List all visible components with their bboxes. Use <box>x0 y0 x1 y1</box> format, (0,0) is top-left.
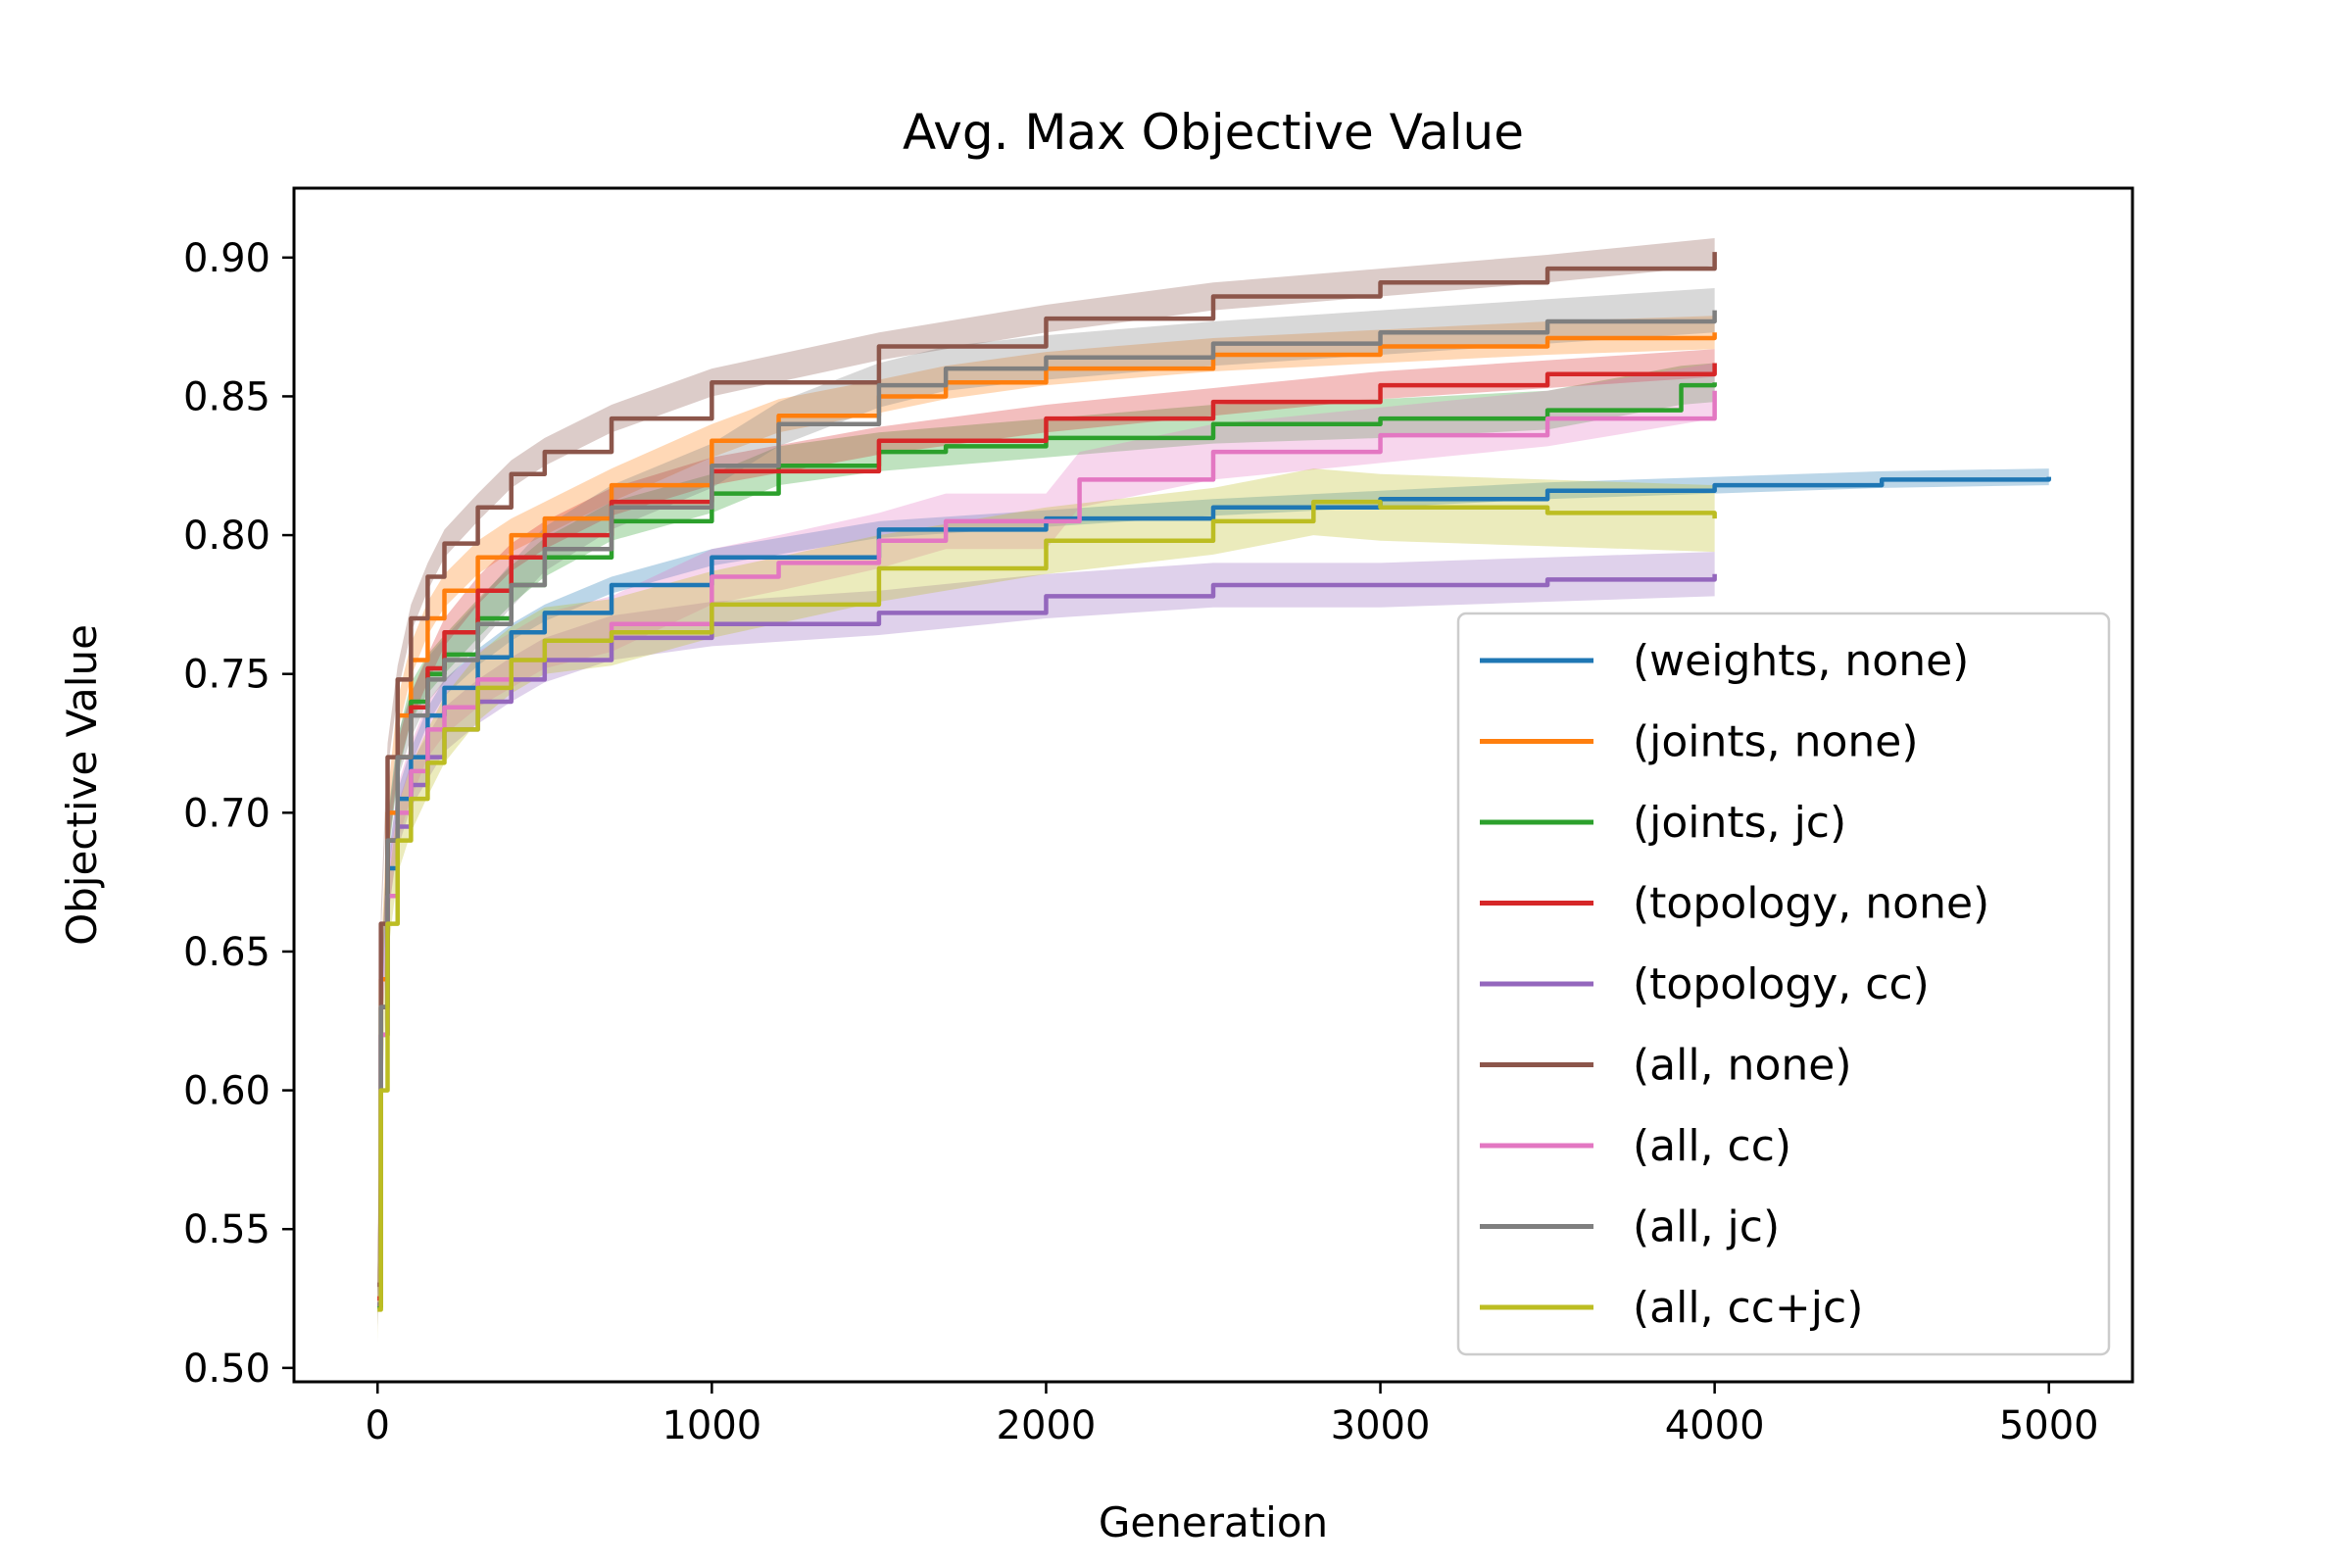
series-line-all-cc-jc <box>377 499 1717 1312</box>
y-tick-label: 0.65 <box>183 930 270 975</box>
y-tick-label: 0.85 <box>183 374 270 419</box>
legend-label: (all, jc) <box>1633 1202 1780 1252</box>
legend-label: (topology, none) <box>1633 879 1989 929</box>
legend-box <box>1456 612 2111 1356</box>
x-axis-ticks: 0 1000 2000 3000 4000 5000 <box>366 1382 2099 1448</box>
x-tick-label: 5000 <box>1999 1403 2099 1448</box>
x-tick-label: 4000 <box>1665 1403 1765 1448</box>
legend-label: (all, none) <box>1633 1041 1851 1091</box>
series-line-all-jc <box>377 310 1717 1306</box>
series-line-all-none <box>377 252 1717 1288</box>
x-tick-label: 0 <box>366 1403 390 1448</box>
plot-frame <box>292 186 2134 1384</box>
legend-label: (joints, jc) <box>1633 798 1846 848</box>
series-line-weights-none <box>377 476 2051 1309</box>
y-tick-label: 0.90 <box>183 236 270 281</box>
x-tick-label: 1000 <box>662 1403 761 1448</box>
y-tick-label: 0.80 <box>183 514 270 559</box>
x-axis-label: Generation <box>1099 1498 1328 1546</box>
y-tick-label: 0.75 <box>183 653 270 698</box>
y-tick-label: 0.70 <box>183 791 270 836</box>
x-tick-label: 3000 <box>1331 1403 1431 1448</box>
x-tick-label: 2000 <box>997 1403 1097 1448</box>
y-axis-label: Objective Value <box>58 624 106 946</box>
legend-label: (all, cc+jc) <box>1633 1283 1863 1333</box>
legend: (weights, none) (joints, none) (joints, jc… <box>1456 612 2111 1356</box>
legend-label: (all, cc) <box>1633 1121 1791 1171</box>
y-tick-label: 0.60 <box>183 1069 270 1114</box>
y-tick-label: 0.55 <box>183 1207 270 1252</box>
legend-label: (joints, none) <box>1633 717 1919 767</box>
series-lines <box>377 252 2051 1312</box>
y-axis-ticks: 0.50 0.55 0.60 0.65 0.70 0.75 0.80 0.85 0.90 <box>183 236 294 1392</box>
chart-title: Avg. Max Objective Value <box>903 104 1524 161</box>
legend-label: (topology, cc) <box>1633 959 1930 1009</box>
y-tick-label: 0.50 <box>183 1347 270 1392</box>
legend-label: (weights, none) <box>1633 636 1969 686</box>
